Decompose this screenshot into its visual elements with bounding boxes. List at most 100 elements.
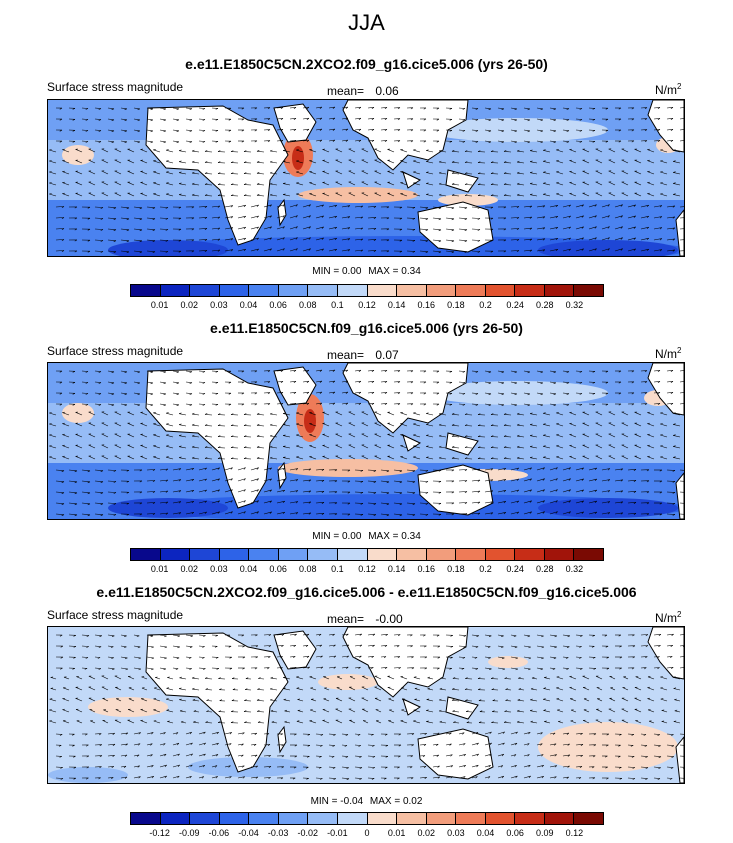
- wind-vector-head: [123, 765, 127, 768]
- wind-vector: [503, 184, 512, 186]
- wind-vector: [458, 129, 466, 131]
- wind-vector: [62, 149, 70, 153]
- wind-vector-head: [618, 140, 622, 143]
- wind-vector-head: [190, 635, 194, 637]
- wind-vector: [588, 215, 597, 219]
- wind-vector: [146, 513, 156, 515]
- wind-vector: [256, 184, 265, 186]
- wind-vector-head: [438, 160, 442, 163]
- wind-vector: [673, 424, 681, 427]
- wind-vector-head: [423, 129, 427, 132]
- wind-vector-head: [358, 391, 362, 394]
- wind-vector: [107, 381, 115, 384]
- wind-vector: [543, 435, 551, 438]
- wind-vector-head: [567, 765, 570, 768]
- wind-vector: [120, 645, 127, 648]
- wind-vector-head: [190, 764, 193, 768]
- wind-vector: [666, 381, 674, 383]
- wind-vector-head: [672, 249, 676, 252]
- wind-vector: [575, 237, 584, 241]
- wind-vector: [510, 370, 517, 373]
- wind-vector: [62, 423, 70, 427]
- wind-vector-head: [673, 193, 676, 195]
- colorbar-swatch: [574, 813, 603, 824]
- wind-vector: [276, 634, 284, 636]
- wind-vector: [471, 645, 479, 647]
- wind-vector-head: [372, 633, 376, 636]
- wind-vector: [172, 667, 179, 669]
- wind-vector-head: [50, 676, 54, 678]
- wind-vector-head: [423, 403, 427, 406]
- wind-vector-head: [413, 412, 416, 414]
- wind-vector: [341, 205, 350, 208]
- colorbar-swatch: [190, 813, 220, 824]
- wind-vector-head: [579, 657, 582, 659]
- wind-vector-head: [321, 204, 324, 207]
- wind-vector-head: [544, 676, 547, 678]
- wind-vector: [679, 502, 684, 504]
- wind-vector-head: [359, 767, 363, 769]
- wind-vector-head: [110, 646, 114, 648]
- wind-vector: [328, 117, 335, 120]
- wind-vector: [595, 170, 603, 175]
- wind-vector: [666, 403, 674, 405]
- wind-vector-head: [243, 172, 247, 174]
- wind-vector-head: [228, 645, 232, 648]
- wind-vector: [55, 206, 65, 208]
- wind-vector-head: [306, 369, 310, 372]
- wind-vector-head: [424, 656, 428, 659]
- wind-vector: [198, 206, 208, 208]
- colorbar-swatch: [308, 285, 338, 296]
- wind-vector-head: [373, 492, 377, 494]
- wind-vector-head: [256, 467, 259, 470]
- wind-vector-head: [59, 403, 63, 406]
- wind-vector: [595, 181, 603, 186]
- wind-vector: [439, 446, 447, 449]
- wind-vector: [451, 447, 460, 449]
- wind-vector-head: [125, 668, 129, 671]
- wind-vector: [458, 403, 466, 405]
- wind-vector-head: [487, 646, 491, 648]
- wind-vector: [647, 182, 655, 186]
- wind-vector: [62, 412, 70, 416]
- wind-vector-head: [280, 140, 284, 143]
- wind-vector-head: [412, 251, 416, 253]
- wind-vector: [107, 743, 116, 746]
- wind-vector: [582, 170, 590, 175]
- wind-vector: [439, 721, 447, 724]
- wind-vector-head: [413, 182, 416, 184]
- wind-vector-head: [269, 182, 273, 185]
- wind-vector-head: [514, 119, 517, 121]
- wind-vector: [647, 676, 655, 680]
- wind-vector-head: [410, 777, 414, 780]
- wind-vector-head: [529, 467, 532, 470]
- wind-vector-head: [606, 667, 610, 670]
- wind-vector-head: [540, 119, 543, 121]
- wind-vector-head: [475, 371, 479, 373]
- wind-vector: [159, 381, 166, 384]
- wind-vector-head: [100, 218, 104, 220]
- wind-vector: [673, 150, 681, 153]
- wind-vector-head: [228, 392, 232, 395]
- colorbar-swatch: [515, 549, 545, 560]
- wind-vector-head: [543, 456, 546, 458]
- wind-vector: [634, 411, 642, 416]
- wind-vector: [679, 228, 684, 230]
- wind-vector: [348, 170, 356, 175]
- colorbar-swatch: [160, 285, 191, 296]
- wind-vector: [679, 217, 684, 219]
- wind-vector-head: [619, 734, 622, 736]
- wind-vector: [497, 645, 504, 648]
- wind-vector-head: [306, 391, 310, 394]
- wind-vector-head: [283, 698, 287, 700]
- wind-vector: [276, 381, 284, 383]
- wind-vector: [393, 502, 403, 505]
- wind-vector: [575, 129, 583, 131]
- wind-vector-head: [515, 657, 518, 660]
- wind-vector-head: [556, 412, 559, 414]
- wind-vector-head: [399, 239, 403, 242]
- wind-vector-head: [74, 470, 78, 473]
- wind-vector: [647, 412, 655, 416]
- wind-vector: [283, 699, 291, 702]
- wind-vector-head: [464, 251, 468, 253]
